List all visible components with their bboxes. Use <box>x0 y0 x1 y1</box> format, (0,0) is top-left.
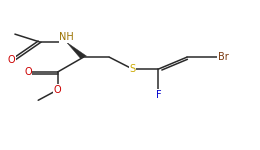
Text: NH: NH <box>59 32 74 42</box>
Text: O: O <box>24 67 32 77</box>
Polygon shape <box>67 42 87 58</box>
Text: Br: Br <box>218 52 229 62</box>
Text: F: F <box>156 90 161 100</box>
Text: O: O <box>7 55 15 65</box>
Text: S: S <box>129 64 136 74</box>
Text: O: O <box>54 85 61 95</box>
